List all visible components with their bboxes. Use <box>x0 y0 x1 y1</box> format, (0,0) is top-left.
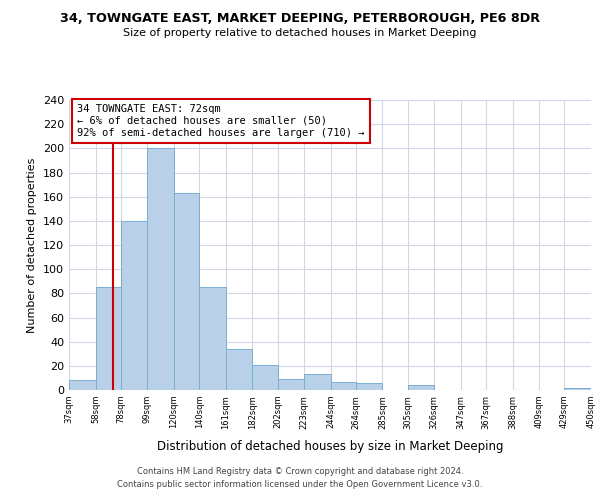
Bar <box>148 148 174 390</box>
Bar <box>408 385 434 390</box>
Bar <box>331 382 356 390</box>
Bar <box>304 374 331 390</box>
Bar <box>199 288 226 390</box>
Text: Contains HM Land Registry data © Crown copyright and database right 2024.: Contains HM Land Registry data © Crown c… <box>137 468 463 476</box>
Bar <box>278 379 304 390</box>
Y-axis label: Number of detached properties: Number of detached properties <box>28 158 37 332</box>
Bar <box>69 380 95 390</box>
Bar <box>565 388 591 390</box>
Text: 34 TOWNGATE EAST: 72sqm
← 6% of detached houses are smaller (50)
92% of semi-det: 34 TOWNGATE EAST: 72sqm ← 6% of detached… <box>77 104 364 138</box>
Bar <box>174 193 199 390</box>
Bar <box>95 288 121 390</box>
Bar <box>252 364 278 390</box>
Text: Contains public sector information licensed under the Open Government Licence v3: Contains public sector information licen… <box>118 480 482 489</box>
Text: 34, TOWNGATE EAST, MARKET DEEPING, PETERBOROUGH, PE6 8DR: 34, TOWNGATE EAST, MARKET DEEPING, PETER… <box>60 12 540 26</box>
Bar <box>226 349 252 390</box>
X-axis label: Distribution of detached houses by size in Market Deeping: Distribution of detached houses by size … <box>157 440 503 453</box>
Bar <box>356 383 382 390</box>
Text: Size of property relative to detached houses in Market Deeping: Size of property relative to detached ho… <box>123 28 477 38</box>
Bar <box>121 221 148 390</box>
